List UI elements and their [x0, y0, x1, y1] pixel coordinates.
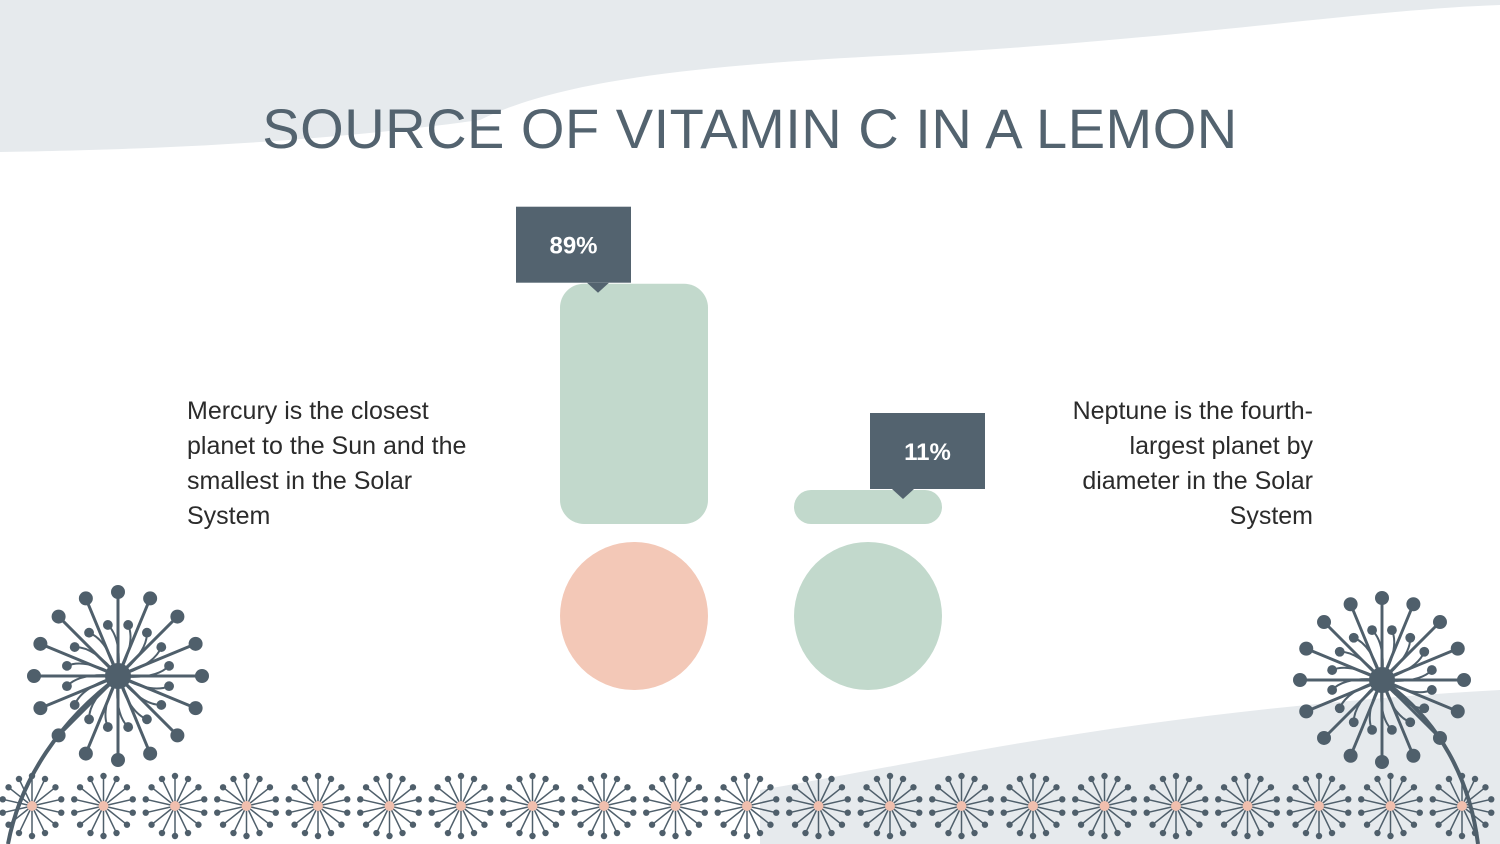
bar-2	[794, 490, 942, 524]
value-label-1: 89%	[516, 206, 631, 293]
left-description: Mercury is the closest planet to the Sun…	[187, 397, 467, 530]
page-title: SOURCE OF VITAMIN C IN A LEMON	[262, 97, 1238, 160]
dandelion-flower-icon	[285, 772, 351, 840]
dandelion-flower-icon	[1429, 772, 1495, 840]
dandelion-flower-icon	[929, 772, 994, 840]
dandelion-flower-icon	[500, 772, 565, 840]
dandelion-flower-icon	[1143, 772, 1209, 840]
bar-1	[560, 283, 708, 524]
right-description: Neptune is the fourth-largest planet by …	[1072, 397, 1313, 530]
dandelion-flower-icon	[786, 772, 851, 840]
dandelion-flower-icon	[1286, 772, 1352, 840]
dandelion-flower-icon	[1358, 772, 1423, 840]
dandelion-flower-icon	[571, 772, 637, 840]
dandelion-flower-icon	[142, 772, 208, 840]
dandelion-flower-icon	[357, 772, 422, 840]
dandelion-flower-icon	[71, 772, 136, 840]
dandelion-flower-icon	[1000, 772, 1066, 840]
dandelion-flower-icon	[1215, 772, 1280, 840]
dandelion-flower-icon	[643, 772, 708, 840]
value-label-2: 11%	[870, 413, 985, 499]
value-label-text-2: 11%	[904, 439, 951, 466]
dandelion-flower-icon	[714, 772, 780, 840]
circle-marker-1	[560, 542, 708, 690]
dandelion-flower-icon	[0, 772, 65, 840]
dandelion-flower-icon	[214, 772, 279, 840]
circle-marker-2	[794, 542, 942, 690]
value-label-text-1: 89%	[549, 233, 597, 260]
flower-stem-right	[1380, 678, 1480, 844]
dandelion-flower-icon	[857, 772, 923, 840]
dandelion-flower-icon	[1072, 772, 1137, 840]
dandelion-flower-icon	[27, 585, 209, 767]
dandelion-flower-icon	[1293, 591, 1471, 769]
dandelion-flower-icon	[428, 772, 494, 840]
